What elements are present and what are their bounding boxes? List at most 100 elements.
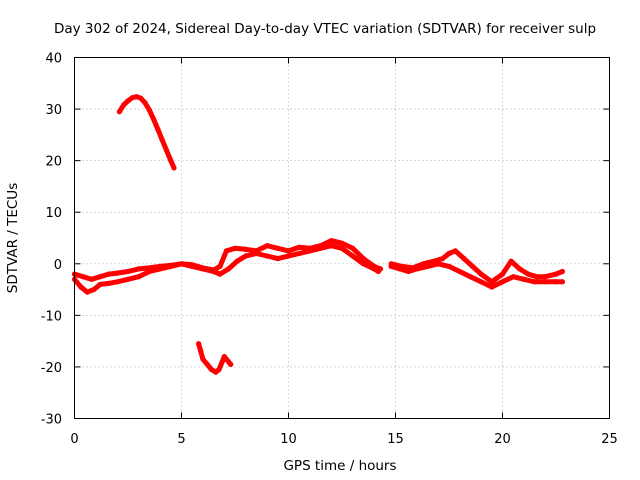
series-band-upper-point	[350, 245, 356, 251]
series-low-arc-point	[208, 366, 215, 373]
y-tick-label: 20	[45, 155, 62, 170]
y-tick-label: -30	[41, 413, 62, 428]
series-band-right-upper-point	[517, 266, 523, 272]
series-low-arc-point	[196, 341, 202, 347]
series-band-upper-point	[106, 271, 112, 277]
series-high-arc-point	[159, 137, 165, 143]
series-band-upper-point	[264, 243, 270, 249]
series-band-right-upper-point	[525, 271, 531, 277]
series-low-arc-point	[204, 361, 210, 367]
x-tick-label: 15	[387, 432, 404, 447]
y-tick-label: 0	[54, 258, 62, 273]
series-band-right-upper-point	[508, 258, 514, 264]
series-band-upper-point	[217, 263, 223, 269]
series-band-right-upper-point	[489, 279, 495, 285]
series-band-right-upper-point	[420, 261, 426, 267]
series-band-right-upper-point	[446, 250, 452, 257]
series-band-right-lower-point	[478, 279, 484, 285]
series-band-right-upper-point	[559, 268, 566, 275]
series-band-right-lower-point	[467, 274, 473, 280]
series-band-right-upper-point	[499, 271, 506, 277]
x-tick-label: 5	[177, 432, 185, 447]
series-band-lower-point	[328, 243, 334, 249]
series-band-upper-point	[377, 266, 384, 272]
series-high-arc-point	[155, 127, 161, 133]
series-band-lower-point	[78, 284, 84, 290]
series-band-upper-point	[328, 238, 334, 244]
series-high-arc-point	[168, 158, 174, 164]
x-tick-label: 20	[494, 432, 511, 447]
series-band-lower-point	[296, 250, 302, 257]
grid	[74, 57, 610, 419]
tick-marks	[74, 57, 610, 419]
series-band-upper-point	[285, 248, 292, 254]
series-band-upper-point	[97, 274, 103, 280]
series-band-right-lower-point	[553, 279, 559, 285]
series-band-lower-point	[91, 287, 97, 293]
series-band-lower-point	[114, 279, 120, 285]
series-band-upper-point	[360, 256, 366, 262]
series-band-lower-point	[226, 266, 232, 272]
series-band-upper-point	[232, 245, 238, 251]
y-tick-label: -10	[41, 309, 62, 324]
series-band-upper-point	[80, 274, 86, 280]
series-band-upper-point	[157, 263, 163, 269]
series-high-arc-point	[151, 116, 157, 122]
series-band-upper-point	[125, 268, 131, 275]
series-band-lower-point	[125, 276, 131, 282]
series-band-right-lower-point	[405, 268, 411, 275]
plot-frame	[74, 57, 610, 419]
series-band-right-lower-point	[499, 279, 506, 285]
series-low-arc-point	[228, 361, 234, 367]
series-band-upper-point	[189, 262, 195, 268]
series-band-upper-point	[253, 248, 259, 254]
series-high-arc-point	[171, 165, 177, 171]
data-series	[71, 94, 566, 375]
series-low-arc-point	[216, 366, 222, 373]
series-band-right-lower-point	[510, 274, 516, 280]
series-band-upper-point	[371, 263, 377, 269]
series-band-upper-point	[89, 276, 95, 282]
series-low-arc-point	[219, 359, 225, 365]
series-high-arc-point	[129, 95, 135, 101]
series-band-lower-point	[217, 271, 223, 277]
y-axis-label: SDTVAR / TECUs	[5, 183, 21, 293]
series-band-upper-point	[136, 266, 142, 272]
series-band-upper-point	[178, 261, 185, 267]
series-band-lower-point	[285, 253, 292, 259]
series-high-arc-point	[163, 147, 170, 153]
y-tick-label: 40	[45, 52, 62, 67]
series-band-right-upper-point	[553, 271, 559, 277]
series-band-right-lower-point	[532, 279, 538, 285]
series-low-arc-point	[198, 348, 204, 355]
series-band-lower-point	[264, 253, 270, 259]
series-band-right-upper-point	[534, 274, 540, 280]
series-band-right-lower-point	[521, 276, 527, 282]
series-band-lower-point	[97, 281, 103, 287]
series-band-lower-point	[136, 274, 142, 280]
series-band-upper-point	[223, 248, 229, 254]
x-tick-label: 25	[601, 432, 618, 447]
series-band-upper-point	[307, 245, 313, 251]
y-tick-label: -20	[41, 361, 62, 376]
series-band-upper-point	[146, 265, 152, 271]
series-band-right-lower-point	[489, 284, 495, 290]
series-band-right-lower-point	[457, 268, 463, 275]
series-band-upper-point	[114, 270, 120, 276]
series-high-arc-point	[121, 102, 127, 108]
series-band-lower-point	[339, 245, 345, 251]
series-band-right-lower-point	[446, 263, 452, 269]
series-high-arc-point	[142, 100, 148, 106]
series-band-right-upper-point	[478, 271, 484, 277]
series-band-right-upper-point	[410, 265, 416, 271]
y-tick-labels: -30 -20 -10 0 10 20 30 40	[41, 52, 62, 428]
series-band-right-upper-point	[461, 256, 467, 262]
series-high-arc-point	[134, 94, 140, 100]
series-band-right-lower-point	[559, 279, 566, 285]
series-high-arc	[116, 94, 177, 171]
series-band-right-upper-point	[431, 258, 437, 264]
series-band-lower-point	[234, 258, 240, 264]
series-band-right-upper-point	[542, 274, 548, 280]
series-band-upper-point	[211, 267, 217, 273]
